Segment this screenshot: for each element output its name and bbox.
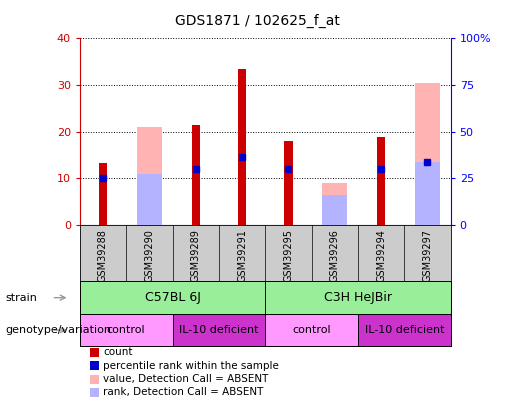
Text: GSM39295: GSM39295 xyxy=(283,229,294,282)
Bar xyxy=(99,163,107,225)
Bar xyxy=(238,69,246,225)
Bar xyxy=(136,173,162,225)
Text: GDS1871 / 102625_f_at: GDS1871 / 102625_f_at xyxy=(175,14,340,28)
Bar xyxy=(415,83,440,225)
Text: control: control xyxy=(293,325,331,335)
Text: C57BL 6J: C57BL 6J xyxy=(145,291,200,304)
Text: C3H HeJBir: C3H HeJBir xyxy=(324,291,392,304)
Text: IL-10 deficient: IL-10 deficient xyxy=(179,325,259,335)
Bar xyxy=(192,125,200,225)
Bar xyxy=(136,127,162,225)
Text: GSM39289: GSM39289 xyxy=(191,229,201,281)
Bar xyxy=(415,162,440,225)
Bar xyxy=(265,281,451,314)
Text: IL-10 deficient: IL-10 deficient xyxy=(365,325,444,335)
Text: GSM39291: GSM39291 xyxy=(237,229,247,281)
Text: percentile rank within the sample: percentile rank within the sample xyxy=(103,361,279,371)
Text: GSM39294: GSM39294 xyxy=(376,229,386,281)
Bar xyxy=(322,194,348,225)
Text: count: count xyxy=(103,347,132,357)
Bar xyxy=(322,183,348,225)
Text: strain: strain xyxy=(5,293,37,303)
Bar xyxy=(265,314,358,346)
Text: GSM39288: GSM39288 xyxy=(98,229,108,281)
Bar xyxy=(284,141,293,225)
Text: GSM39290: GSM39290 xyxy=(144,229,154,281)
Bar xyxy=(358,314,451,346)
Text: control: control xyxy=(107,325,146,335)
Text: GSM39297: GSM39297 xyxy=(422,229,433,282)
Text: value, Detection Call = ABSENT: value, Detection Call = ABSENT xyxy=(103,374,268,384)
Bar xyxy=(80,314,173,346)
Text: rank, Detection Call = ABSENT: rank, Detection Call = ABSENT xyxy=(103,388,263,397)
Text: GSM39296: GSM39296 xyxy=(330,229,340,281)
Bar xyxy=(80,281,265,314)
Bar xyxy=(377,137,385,225)
Text: genotype/variation: genotype/variation xyxy=(5,325,111,335)
Bar xyxy=(173,314,265,346)
